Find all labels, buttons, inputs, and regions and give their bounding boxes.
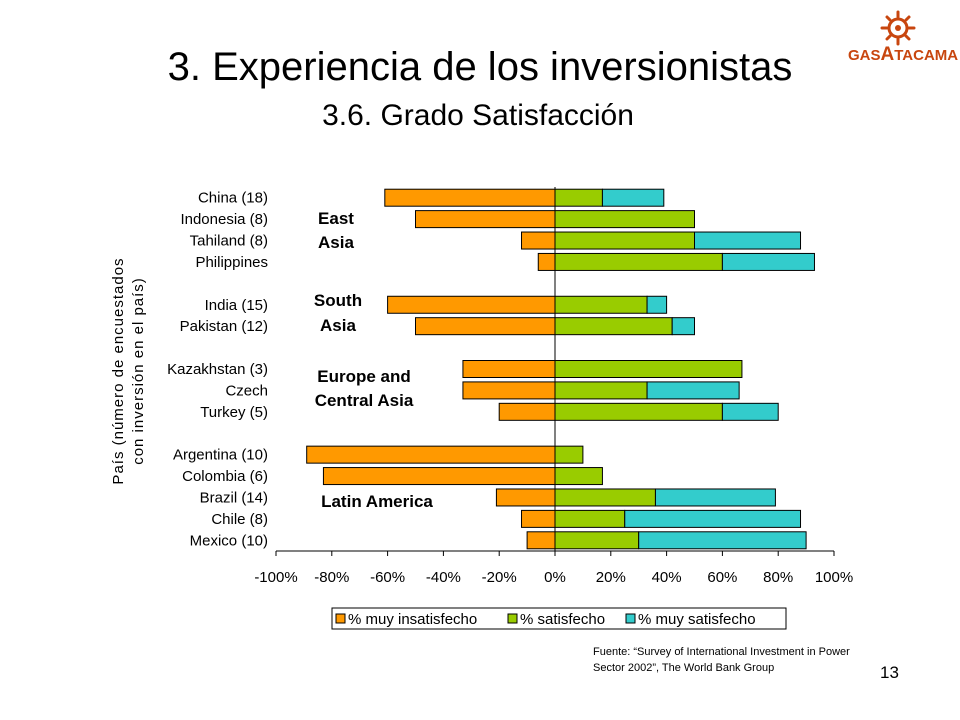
bar-satisfecho [554, 317, 673, 336]
bar-muy-satisfecho [694, 231, 802, 250]
bar-muy-satisfecho [654, 488, 776, 507]
bar-satisfecho [554, 231, 695, 250]
bar-satisfecho [554, 188, 603, 207]
x-tick-label: 20% [596, 569, 626, 586]
region-label-line-1: South [314, 291, 362, 310]
bar-satisfecho [554, 509, 626, 528]
region-label-line-1: Europe and [317, 367, 411, 386]
bar-muy-satisfecho [624, 509, 802, 528]
bar-muy-insatisfecho [384, 188, 556, 207]
category-label: Mexico (10) [190, 532, 268, 549]
bar-satisfecho [554, 210, 695, 229]
region-label-line-2: Asia [318, 233, 354, 252]
source-note: Fuente: “Survey of International Investm… [593, 644, 913, 676]
bar-satisfecho [554, 488, 656, 507]
legend-label: % muy insatisfecho [348, 611, 477, 628]
category-label: China (18) [198, 190, 268, 207]
region-label-line-1: East [318, 209, 354, 228]
x-tick-label: 0% [544, 569, 566, 586]
bar-muy-insatisfecho [537, 252, 556, 271]
x-tick-label: -20% [482, 569, 517, 586]
bar-muy-insatisfecho [526, 531, 556, 550]
category-label: Colombia (6) [182, 468, 268, 485]
x-tick-label: -100% [254, 569, 297, 586]
category-label: Indonesia (8) [180, 211, 268, 228]
slide-title: 3. Experiencia de los inversionistas [167, 45, 793, 89]
x-tick-label: 100% [815, 569, 853, 586]
bar-muy-insatisfecho [415, 210, 556, 229]
category-label: India (15) [205, 297, 268, 314]
logo-text-big-letter: A [880, 44, 895, 65]
category-label: Tahiland (8) [190, 233, 268, 250]
bar-muy-satisfecho [638, 531, 807, 550]
x-tick-label: 80% [763, 569, 793, 586]
category-label: Czech [225, 382, 268, 399]
source-line-2: Sector 2002”, The World Bank Group [593, 662, 775, 674]
bar-satisfecho [554, 295, 648, 314]
bar-muy-satisfecho [721, 252, 815, 271]
bar-satisfecho [554, 402, 723, 421]
category-label: Brazil (14) [200, 489, 268, 506]
bar-satisfecho [554, 531, 640, 550]
x-tick-label: 60% [707, 569, 737, 586]
category-label: Turkey (5) [200, 404, 268, 421]
category-label: Philippines [195, 254, 268, 271]
bar-muy-insatisfecho [462, 360, 556, 378]
legend-swatch [625, 613, 636, 624]
bar-muy-insatisfecho [415, 317, 556, 336]
logo-text-prefix: GAS [848, 47, 881, 64]
bar-muy-insatisfecho [322, 467, 556, 486]
legend-box [331, 607, 787, 630]
logo-wordmark: GASATACAMA [848, 44, 958, 66]
slide-subtitle: 3.6. Grado Satisfacción [322, 99, 634, 132]
region-label-line-2: Asia [320, 316, 356, 335]
company-logo: GASATACAMA [848, 8, 958, 66]
bar-muy-insatisfecho [306, 445, 556, 464]
y-axis-title-line-1: País (número de encuestados [110, 257, 127, 484]
bar-muy-insatisfecho [498, 402, 556, 421]
y-axis-title-line-2: con inversión en el país) [130, 277, 147, 465]
bar-satisfecho [554, 381, 648, 400]
bar-muy-insatisfecho [462, 381, 556, 400]
x-tick-label: 40% [652, 569, 682, 586]
legend-swatch [335, 613, 346, 624]
bar-muy-insatisfecho [495, 488, 556, 507]
bar-muy-satisfecho [601, 188, 665, 207]
sun-gear-icon [880, 10, 916, 46]
bar-muy-satisfecho [646, 295, 668, 314]
bar-muy-satisfecho [671, 317, 695, 336]
legend-label: % satisfecho [520, 611, 605, 628]
category-label: Chile (8) [211, 511, 268, 528]
region-label-line-2: Central Asia [315, 391, 414, 410]
x-tick-label: -60% [370, 569, 405, 586]
x-tick-label: -40% [426, 569, 461, 586]
bar-satisfecho [554, 445, 584, 464]
category-label: Kazakhstan (3) [167, 361, 268, 378]
bar-satisfecho [554, 252, 723, 271]
bar-muy-insatisfecho [521, 509, 556, 528]
bar-muy-insatisfecho [521, 231, 556, 250]
bar-muy-insatisfecho [387, 295, 556, 314]
bar-satisfecho [554, 360, 743, 378]
legend-swatch [507, 613, 518, 624]
region-label-line-1: Latin America [321, 492, 433, 511]
source-line-1: Fuente: “Survey of International Investm… [593, 646, 850, 658]
category-label: Argentina (10) [173, 447, 268, 464]
x-tick-label: -80% [314, 569, 349, 586]
bar-muy-satisfecho [646, 381, 740, 400]
bar-muy-satisfecho [721, 402, 779, 421]
category-label: Pakistan (12) [180, 318, 268, 335]
page-number: 13 [880, 663, 899, 682]
bar-satisfecho [554, 467, 603, 486]
logo-text-suffix: TACAMA [894, 47, 959, 64]
legend-label: % muy satisfecho [638, 611, 756, 628]
